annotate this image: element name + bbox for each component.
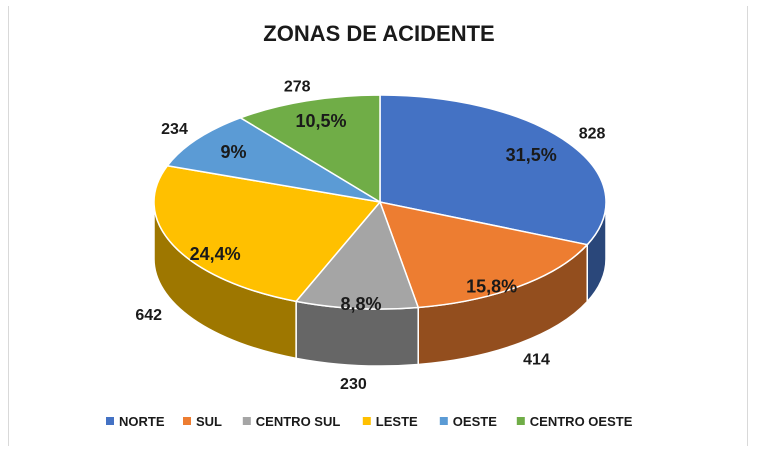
value-label-sul: 414 <box>523 352 550 369</box>
legend: NORTE SUL CENTRO SUL LESTE OESTE CENTRO OESTE <box>106 414 633 429</box>
slice-oeste <box>166 116 381 203</box>
percent-label-leste: 24,4% <box>190 244 241 264</box>
slice-sul <box>378 200 589 309</box>
value-label-centro-sul: 230 <box>340 376 367 393</box>
legend-swatch-sul <box>183 417 191 425</box>
data-labels: 31,5% 828 15,8% 414 8,8% 230 24,4% 642 9% 234 10,5… <box>135 79 605 393</box>
percent-label-sul: 15,8% <box>466 277 517 297</box>
slice-centro-sul <box>294 200 420 310</box>
chart-title: ZONAS DE ACIDENTE <box>263 21 494 46</box>
chart-frame <box>8 6 748 446</box>
value-label-centro-oeste: 278 <box>284 79 311 96</box>
legend-label-centro-sul: CENTRO SUL <box>256 414 341 429</box>
legend-swatch-leste <box>362 417 371 425</box>
value-label-leste: 642 <box>135 307 162 324</box>
slice-centro-oeste <box>238 94 381 204</box>
legend-swatch-centro-oeste <box>516 417 525 425</box>
legend-label-centro-oeste: CENTRO OESTE <box>530 414 633 429</box>
legend-label-oeste: OESTE <box>453 414 497 429</box>
legend-label-norte: NORTE <box>119 414 165 429</box>
percent-label-norte: 31,5% <box>506 145 557 165</box>
percent-label-oeste: 9% <box>220 142 246 162</box>
legend-swatch-norte <box>106 417 114 425</box>
percent-label-centro-sul: 8,8% <box>340 294 381 314</box>
slice-leste <box>153 164 382 303</box>
value-label-norte: 828 <box>579 126 606 143</box>
legend-swatch-oeste <box>439 417 448 425</box>
value-label-oeste: 234 <box>161 121 188 138</box>
percent-label-centro-oeste: 10,5% <box>295 111 346 131</box>
slice-norte <box>379 94 607 246</box>
legend-swatch-centro-sul <box>242 417 251 425</box>
legend-label-leste: LESTE <box>376 414 418 429</box>
pie-tops <box>153 94 607 310</box>
legend-label-sul: SUL <box>196 414 222 429</box>
